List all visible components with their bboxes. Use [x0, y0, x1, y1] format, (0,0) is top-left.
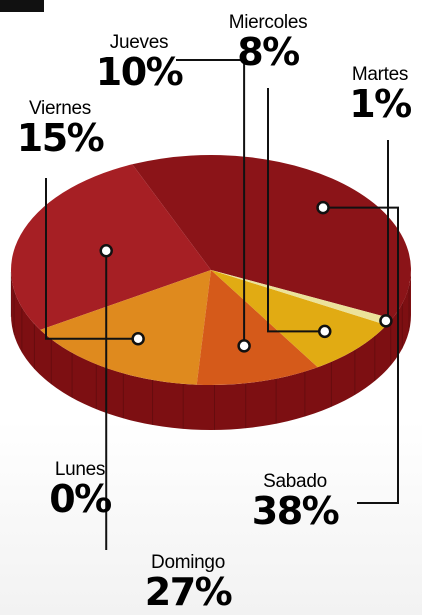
label-jueves: Jueves 10%	[86, 33, 192, 91]
label-viernes: Viernes 15%	[10, 99, 110, 157]
label-domingo: Domingo 27%	[128, 553, 248, 611]
corner-mark	[0, 0, 44, 12]
slice-name-domingo: Domingo	[151, 552, 225, 573]
slice-viernes	[40, 270, 211, 385]
slice-percent-jueves: 10%	[95, 50, 184, 94]
leader-line-sabado	[323, 206, 399, 504]
label-miercoles: Miercoles 8%	[208, 13, 328, 71]
leader-lines	[45, 59, 399, 550]
leader-dot-sabado	[316, 200, 330, 215]
leader-dot-viernes	[131, 331, 145, 346]
slice-martes	[211, 270, 393, 326]
slice-name-miercoles: Miercoles	[228, 12, 308, 33]
slice-jueves	[196, 270, 318, 386]
slice-name-lunes: Lunes	[54, 459, 106, 480]
slice-percent-lunes: 0%	[49, 477, 112, 521]
label-lunes: Lunes 0%	[30, 460, 130, 518]
slice-sabado	[132, 155, 411, 319]
pie-sides	[10, 270, 411, 430]
label-martes: Martes 1%	[338, 65, 422, 123]
leader-line-miercoles	[267, 88, 325, 333]
slice-name-viernes: Viernes	[29, 98, 91, 119]
slice-percent-viernes: 15%	[16, 116, 105, 160]
label-sabado: Sabado 38%	[240, 472, 350, 530]
slice-percent-miercoles: 8%	[237, 30, 300, 74]
leader-dot-jueves	[237, 339, 251, 353]
slice-miercoles	[211, 270, 387, 368]
slice-percent-sabado: 38%	[251, 489, 340, 533]
leader-dot-domingo	[99, 243, 113, 258]
leader-dot-martes	[379, 314, 393, 328]
slice-name-jueves: Jueves	[109, 32, 169, 53]
slice-percent-domingo: 27%	[144, 570, 233, 614]
leader-line-jueves	[176, 59, 246, 346]
slice-name-sabado: Sabado	[263, 471, 327, 492]
pie-side-wall	[11, 270, 411, 430]
leader-dot-miercoles	[318, 324, 332, 339]
slice-percent-martes: 1%	[349, 82, 412, 126]
leader-line-viernes	[45, 178, 139, 340]
slice-name-martes: Martes	[351, 64, 409, 85]
pie-slices	[11, 155, 411, 386]
